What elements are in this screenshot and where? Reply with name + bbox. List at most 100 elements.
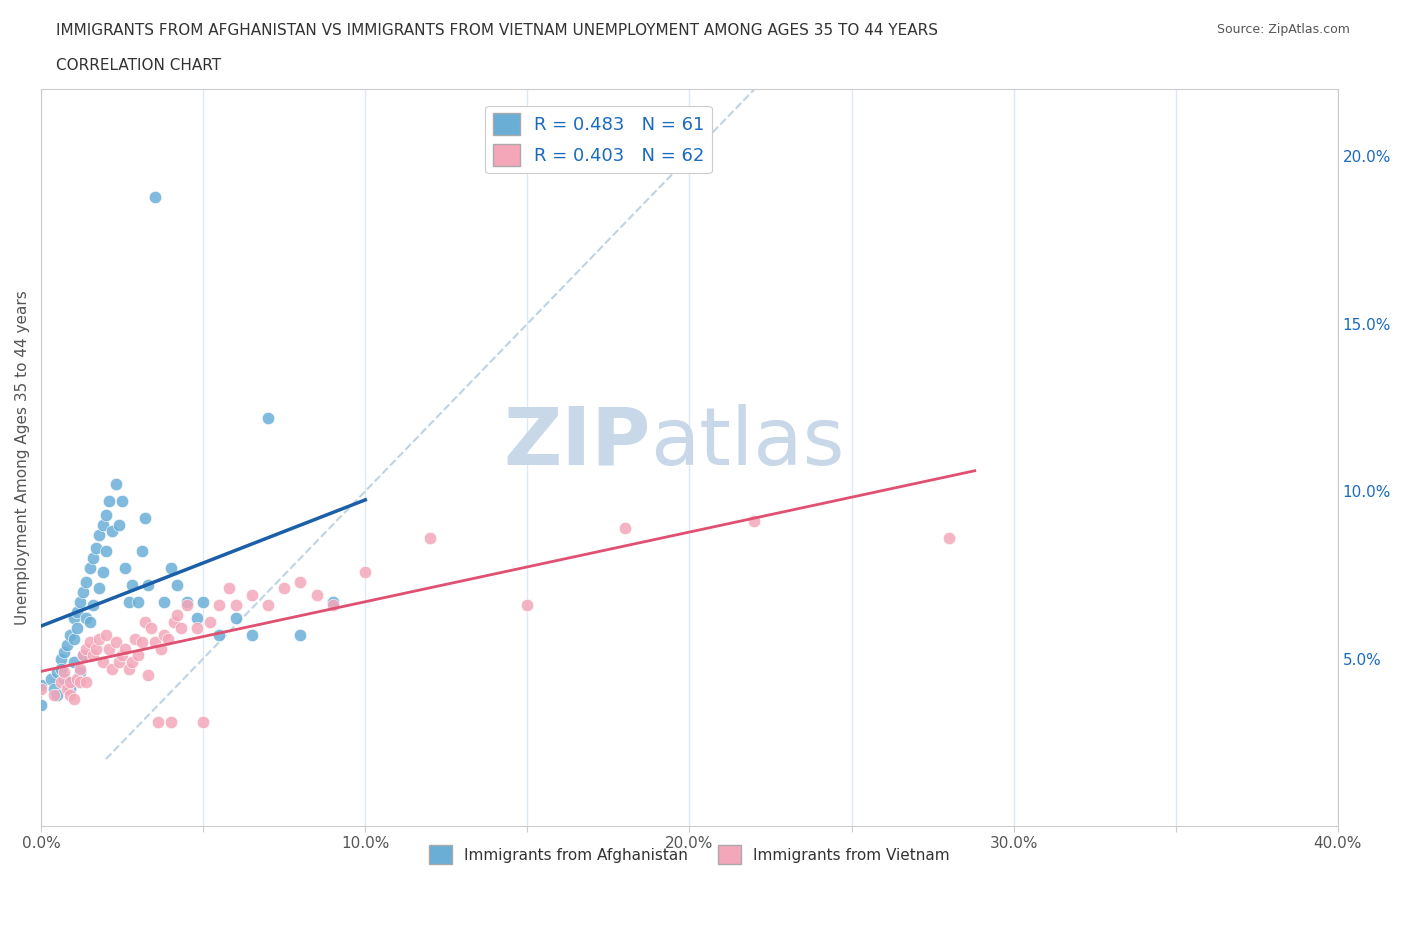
Point [56,674,79,689]
Point [108,517,131,532]
Point [62,631,84,646]
Point [101,524,124,538]
Point [30,698,52,713]
Point [354,565,377,579]
Point [166,607,188,622]
Point [76,674,98,689]
Point [104,477,127,492]
Point [141,621,163,636]
Point [98,494,121,509]
Point [127,648,149,663]
Point [143,189,166,204]
Point [273,581,295,596]
Point [159,561,181,576]
Point [46,688,69,703]
Point [169,621,191,636]
Point [79,634,101,649]
Point [208,598,231,613]
Point [69,665,91,680]
Point [42,688,65,703]
Point [91,517,114,532]
Point [146,715,169,730]
Point [117,594,139,609]
Point [218,581,240,596]
Point [136,668,159,683]
Point [114,561,136,576]
Point [46,665,69,680]
Point [69,674,91,689]
Point [257,598,280,613]
Point [52,644,75,659]
Point [76,574,98,589]
Point [104,634,127,649]
Point [305,588,328,603]
Text: IMMIGRANTS FROM AFGHANISTAN VS IMMIGRANTS FROM VIETNAM UNEMPLOYMENT AMONG AGES 3: IMMIGRANTS FROM AFGHANISTAN VS IMMIGRANT… [56,23,938,38]
Point [66,604,89,619]
Point [59,628,82,643]
Point [52,671,75,686]
Point [62,655,84,670]
Point [131,634,153,649]
Point [98,641,121,656]
Point [240,628,263,643]
Point [72,648,94,663]
Point [52,665,75,680]
Point [419,531,441,546]
Point [59,674,82,689]
Point [240,588,263,603]
Point [143,634,166,649]
Text: CORRELATION CHART: CORRELATION CHART [56,58,221,73]
Legend: Immigrants from Afghanistan, Immigrants from Vietnam: Immigrants from Afghanistan, Immigrants … [423,839,956,870]
Point [938,531,960,546]
Text: ZIP: ZIP [503,404,651,482]
Point [59,688,82,703]
Point [516,598,538,613]
Point [39,671,62,686]
Point [101,661,124,676]
Point [225,611,247,626]
Point [72,584,94,599]
Point [42,682,65,697]
Point [49,674,72,689]
Point [30,678,52,693]
Point [94,544,117,559]
Point [136,578,159,592]
Point [322,594,344,609]
Point [121,578,143,592]
Point [82,551,104,565]
Point [91,565,114,579]
Point [150,641,173,656]
Point [613,521,636,536]
Point [62,691,84,706]
Point [84,540,107,555]
Point [76,611,98,626]
Point [89,631,111,646]
Point [153,594,176,609]
Point [290,628,312,643]
Point [84,641,107,656]
Point [82,648,104,663]
Point [163,615,186,630]
Point [62,611,84,626]
Point [121,655,143,670]
Y-axis label: Unemployment Among Ages 35 to 44 years: Unemployment Among Ages 35 to 44 years [15,290,30,625]
Point [156,631,179,646]
Text: atlas: atlas [651,404,845,482]
Point [186,621,208,636]
Point [89,527,111,542]
Point [208,628,231,643]
Point [94,507,117,522]
Point [124,631,146,646]
Point [69,594,91,609]
Point [198,615,221,630]
Point [66,671,89,686]
Point [79,615,101,630]
Point [225,598,247,613]
Point [59,682,82,697]
Point [56,638,79,653]
Point [176,598,198,613]
Point [76,641,98,656]
Point [108,655,131,670]
Text: Source: ZipAtlas.com: Source: ZipAtlas.com [1216,23,1350,36]
Point [79,561,101,576]
